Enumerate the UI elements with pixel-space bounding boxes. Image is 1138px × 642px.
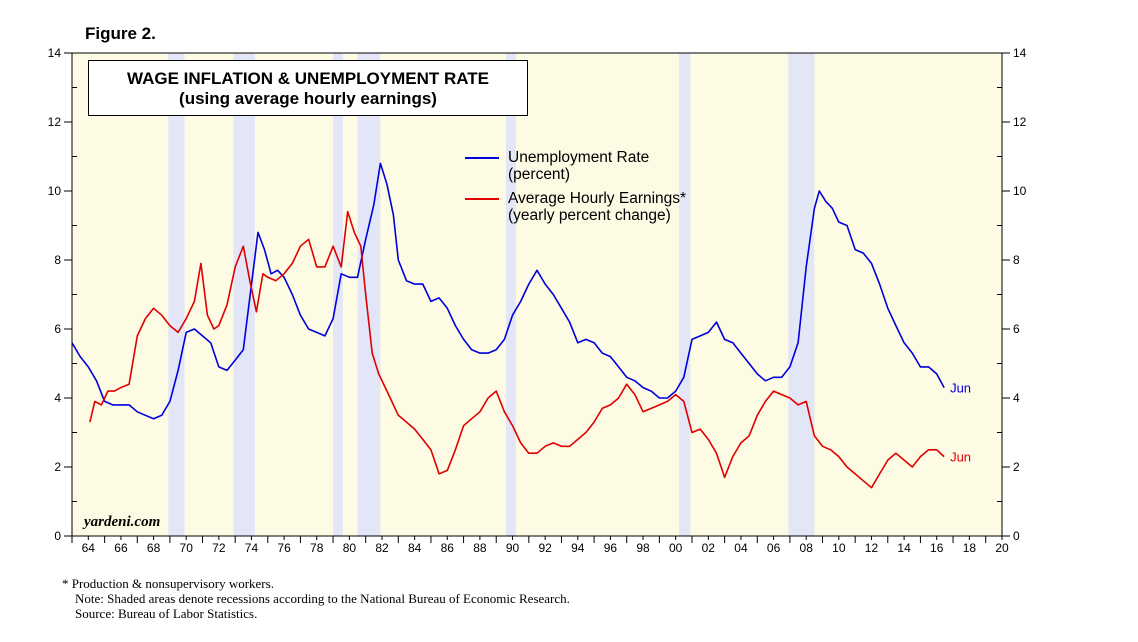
footnote-workers: * Production & nonsupervisory workers. — [62, 576, 274, 591]
x-tick-label: 16 — [930, 541, 944, 555]
y-tick-label-right: 10 — [1013, 184, 1027, 198]
figure-label: Figure 2. — [85, 24, 156, 43]
watermark: yardeni.com — [84, 514, 161, 530]
legend-swatch-unemployment — [465, 157, 499, 159]
x-tick-label: 98 — [636, 541, 650, 555]
footnotes: * Production & nonsupervisory workers. N… — [62, 576, 570, 621]
x-tick-label: 96 — [604, 541, 618, 555]
plot-frame — [71, 52, 1003, 537]
x-tick-label: 14 — [897, 541, 911, 555]
y-tick-label-left: 12 — [48, 115, 62, 129]
x-tick-label: 88 — [473, 541, 487, 555]
y-tick-label-left: 8 — [54, 253, 61, 267]
x-tick-label: 74 — [245, 541, 259, 555]
x-tick-label: 70 — [180, 541, 194, 555]
x-tick-label: 68 — [147, 541, 161, 555]
recession-band-6 — [678, 53, 691, 536]
y-tick-label-right: 14 — [1013, 46, 1027, 60]
recession-band-4 — [357, 53, 381, 536]
recession-band-7 — [788, 53, 815, 536]
x-tick-label: 12 — [865, 541, 879, 555]
footnote-recession: Note: Shaded areas denote recessions acc… — [75, 591, 570, 606]
y-tick-label-right: 12 — [1013, 115, 1027, 129]
x-tick-label: 86 — [441, 541, 455, 555]
x-tick-label: 10 — [832, 541, 846, 555]
chart-title-box: WAGE INFLATION & UNEMPLOYMENT RATE (usin… — [88, 60, 528, 116]
plot-background — [72, 53, 1002, 536]
recession-band-5 — [506, 53, 516, 536]
y-tick-label-left: 4 — [54, 391, 61, 405]
x-tick-label: 64 — [82, 541, 96, 555]
x-tick-label: 94 — [571, 541, 585, 555]
y-tick-label-right: 6 — [1013, 322, 1020, 336]
axis-ticks — [64, 52, 1010, 543]
x-tick-label: 72 — [212, 541, 226, 555]
x-tick-label: 66 — [114, 541, 128, 555]
x-tick-label: 80 — [343, 541, 357, 555]
x-tick-label: 08 — [800, 541, 814, 555]
y-tick-label-left: 10 — [48, 184, 62, 198]
y-tick-label-right: 8 — [1013, 253, 1020, 267]
legend-earnings-sub: (yearly percent change) — [508, 207, 671, 224]
y-tick-label-right: 2 — [1013, 460, 1020, 474]
unemployment-rate-end-label: Jun — [950, 381, 971, 396]
chart-title: WAGE INFLATION & UNEMPLOYMENT RATE — [126, 69, 490, 88]
x-tick-label: 18 — [963, 541, 977, 555]
x-tick-label: 04 — [734, 541, 748, 555]
series-lines — [71, 162, 945, 489]
average-hourly-earnings-end-label: Jun — [950, 450, 971, 465]
recession-bands — [168, 53, 815, 536]
legend-unemployment-sub: (percent) — [508, 166, 571, 183]
y-tick-label-left: 14 — [48, 46, 62, 60]
legend-unemployment-label: Unemployment Rate — [508, 149, 650, 166]
x-tick-label: 02 — [702, 541, 716, 555]
x-tick-label: 00 — [669, 541, 683, 555]
y-tick-label-left: 2 — [54, 460, 61, 474]
average-hourly-earnings-line — [89, 210, 945, 489]
legend-swatch-earnings — [465, 198, 499, 200]
recession-band-1 — [168, 53, 185, 536]
unemployment-rate-line — [71, 162, 945, 420]
x-tick-label: 90 — [506, 541, 520, 555]
legend-earnings-label: Average Hourly Earnings* — [508, 190, 687, 207]
chart-subtitle: (using average hourly earnings) — [179, 89, 437, 108]
y-tick-label-right: 4 — [1013, 391, 1020, 405]
recession-band-2 — [233, 53, 255, 536]
y-tick-label-left: 0 — [54, 529, 61, 543]
footnote-source: Source: Bureau of Labor Statistics. — [75, 606, 258, 621]
y-tick-label-left: 6 — [54, 322, 61, 336]
x-tick-label: 06 — [767, 541, 781, 555]
x-tick-label: 20 — [995, 541, 1009, 555]
y-tick-label-right: 0 — [1013, 529, 1020, 543]
x-tick-label: 76 — [277, 541, 291, 555]
x-tick-label: 84 — [408, 541, 422, 555]
x-tick-label: 78 — [310, 541, 324, 555]
x-tick-label: 82 — [375, 541, 389, 555]
x-tick-label: 92 — [538, 541, 552, 555]
